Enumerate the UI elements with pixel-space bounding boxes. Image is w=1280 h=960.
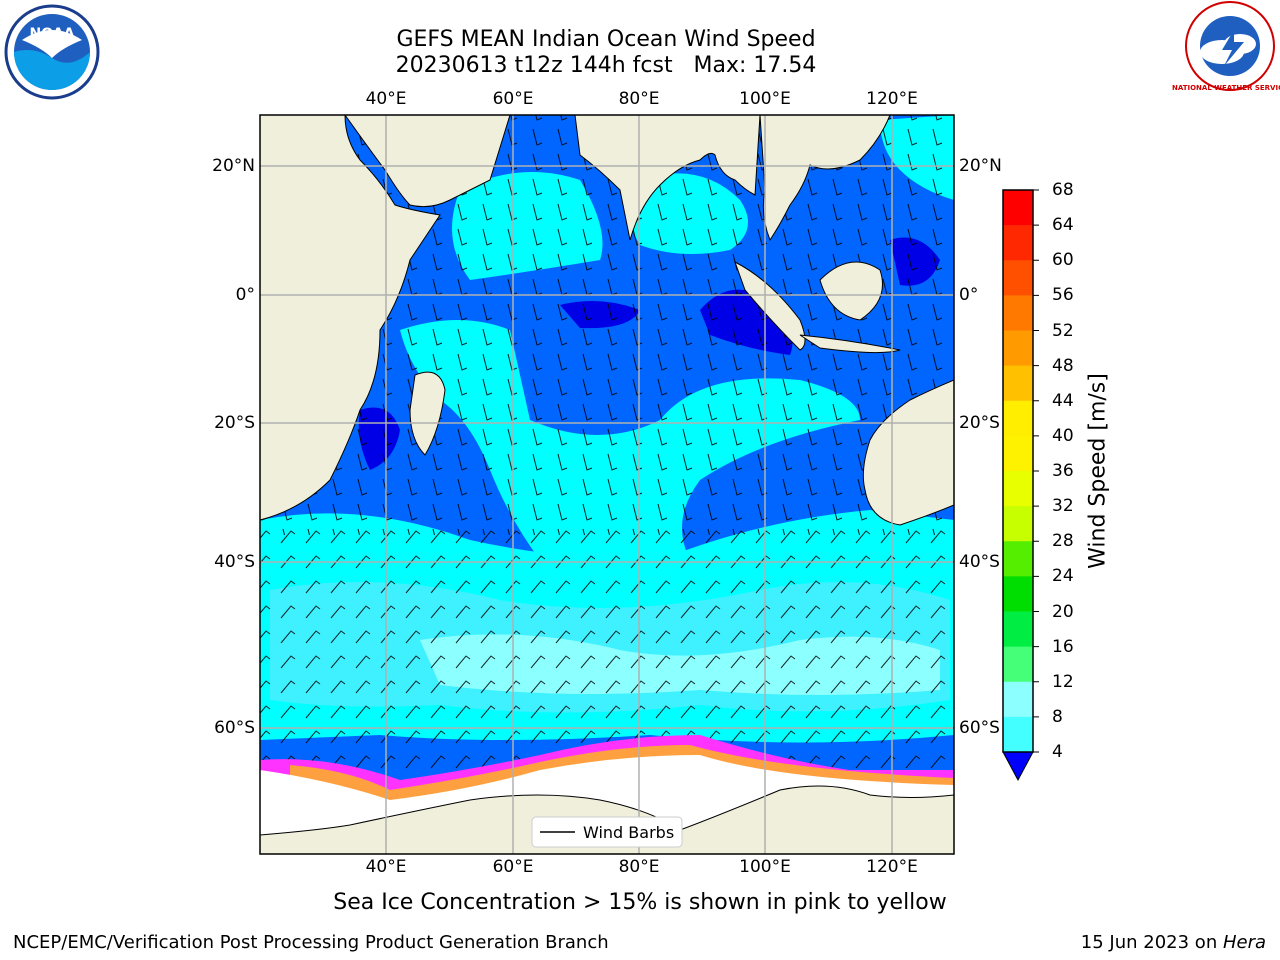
- colorbar-label-44: 44: [1052, 390, 1074, 411]
- colorbar-band-64-68: [1003, 190, 1033, 226]
- lon-tick-bottom-120: 120°E: [866, 857, 918, 877]
- colorbar-band-36-40: [1003, 435, 1033, 472]
- lat-tick-left-20n: 20°N: [212, 156, 255, 176]
- colorbar-label-16: 16: [1052, 636, 1074, 657]
- producer-credit: NCEP/EMC/Verification Post Processing Pr…: [13, 932, 609, 953]
- colorbar-label-60: 60: [1052, 250, 1074, 271]
- run-date-text: 15 Jun 2023 on: [1080, 932, 1223, 953]
- lon-tick-bottom-60: 60°E: [492, 857, 534, 877]
- colorbar-label-20: 20: [1052, 601, 1074, 622]
- colorbar-band-60-64: [1003, 225, 1033, 261]
- colorbar-band-24-28: [1003, 541, 1033, 577]
- run-date: 15 Jun 2023 on Hera: [1081, 932, 1266, 953]
- colorbar-label-68: 68: [1052, 180, 1074, 200]
- title-line-1: GEFS MEAN Indian Ocean Wind Speed: [396, 27, 816, 52]
- nws-logo-text: NATIONAL WEATHER SERVICE: [1172, 84, 1280, 92]
- land-se-asia: [759, 115, 891, 242]
- colorbar-label-32: 32: [1052, 496, 1074, 517]
- lon-tick-bottom-100: 100°E: [739, 857, 791, 877]
- lon-tick-bottom-40: 40°E: [365, 857, 407, 877]
- colorbar-band-52-56: [1003, 295, 1033, 331]
- colorbar-label-12: 12: [1052, 671, 1074, 692]
- lat-tick-right-20n: 20°N: [959, 156, 1002, 176]
- noaa-logo: NOAA: [4, 4, 100, 100]
- lon-tick-top-60: 60°E: [492, 89, 534, 109]
- lon-tick-top-80: 80°E: [618, 89, 660, 109]
- lon-tick-top-120: 120°E: [866, 89, 918, 109]
- lat-tick-left-60s: 60°S: [214, 718, 255, 738]
- colorbar-label-40: 40: [1052, 425, 1074, 446]
- colorbar-extend-triangle: [1002, 751, 1034, 782]
- map-title: GEFS MEAN Indian Ocean Wind Speed 202306…: [300, 27, 912, 79]
- land-australia: [862, 379, 954, 526]
- colorbar-label-48: 48: [1052, 355, 1074, 376]
- colorbar-band-40-44: [1003, 400, 1033, 437]
- colorbar-tickmarks: [1033, 189, 1039, 753]
- lat-tick-right-0: 0°: [959, 285, 979, 305]
- colorbar-label-24: 24: [1052, 566, 1074, 587]
- wind-barbs-legend: Wind Barbs: [531, 816, 683, 848]
- lat-tick-right-60s: 60°S: [959, 718, 1000, 738]
- colorbar-label-56: 56: [1052, 285, 1074, 306]
- legend-label: Wind Barbs: [583, 823, 674, 842]
- lon-tick-top-100: 100°E: [739, 89, 791, 109]
- lat-tick-left-0: 0°: [235, 285, 255, 305]
- noaa-logo-text: NOAA: [30, 26, 75, 42]
- nws-logo: NATIONAL WEATHER SERVICE: [1172, 1, 1280, 92]
- colorbar-label-4: 4: [1052, 742, 1063, 762]
- lon-tick-top-40: 40°E: [365, 89, 407, 109]
- colorbar-label-52: 52: [1052, 320, 1074, 341]
- colorbar-band-48-52: [1003, 330, 1033, 367]
- colorbar-title: Wind Speed [m/s]: [1085, 373, 1111, 569]
- land-india: [574, 115, 761, 241]
- lat-tick-left-20s: 20°S: [214, 413, 255, 433]
- land-java: [799, 334, 901, 354]
- title-line-2: 20230613 t12z 144h fcst Max: 17.54: [395, 53, 817, 78]
- gridlines: [260, 115, 954, 854]
- colorbar-band-56-60: [1003, 260, 1033, 296]
- lon-tick-bottom-80: 80°E: [618, 857, 660, 877]
- colorbar-band-32-36: [1003, 471, 1033, 507]
- colorbar-band-20-24: [1003, 576, 1033, 612]
- colorbar-label-64: 64: [1052, 215, 1074, 236]
- colorbar-bands: [1003, 190, 1033, 753]
- land-madagascar: [409, 371, 446, 456]
- map-frame: [259, 114, 955, 855]
- land-africa: [260, 115, 511, 521]
- colorbar-band-12-16: [1003, 646, 1033, 683]
- lat-tick-right-20s: 20°S: [959, 413, 1000, 433]
- sea-ice-caption: Sea Ice Concentration > 15% is shown in …: [333, 890, 947, 915]
- machine-name: Hera: [1222, 932, 1266, 953]
- colorbar-label-36: 36: [1052, 461, 1074, 481]
- colorbar-band-28-32: [1003, 506, 1033, 542]
- colorbar-label-8: 8: [1052, 706, 1063, 727]
- colorbar-band-16-20: [1003, 611, 1033, 648]
- lat-tick-left-40s: 40°S: [214, 552, 255, 572]
- colorbar-band-44-48: [1003, 365, 1033, 402]
- colorbar-band-4-8: [1003, 716, 1033, 753]
- colorbar-label-28: 28: [1052, 531, 1074, 552]
- lat-tick-right-40s: 40°S: [959, 552, 1000, 572]
- colorbar-band-8-12: [1003, 681, 1033, 718]
